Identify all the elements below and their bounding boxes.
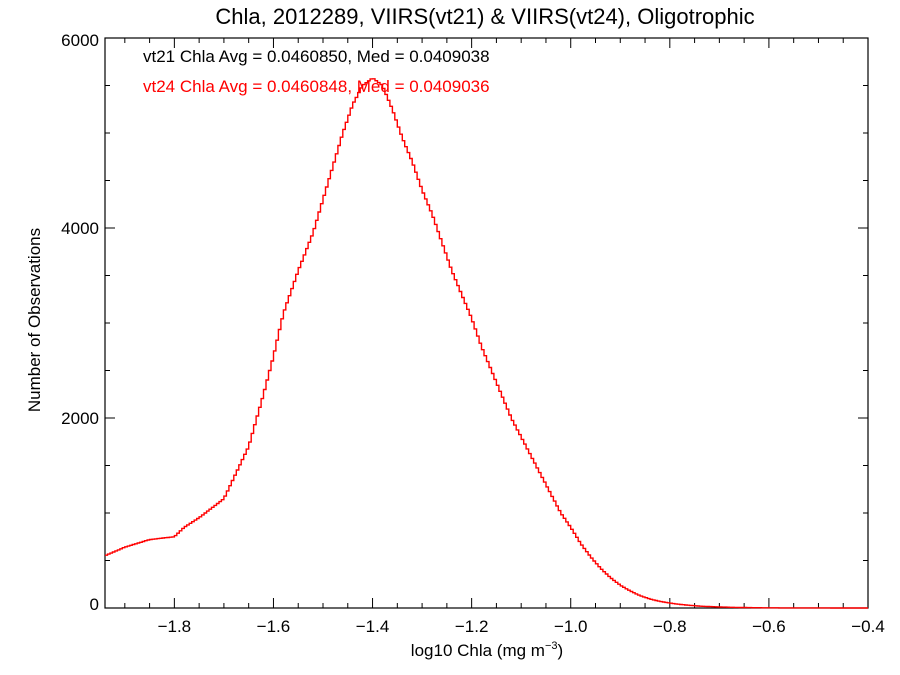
x-tick-label: −1.2 [455, 617, 489, 636]
y-tick-label: 4000 [61, 219, 99, 238]
x-tick-label: −0.8 [653, 617, 687, 636]
y-axis-label: Number of Observations [25, 228, 44, 412]
y-tick-label: 2000 [61, 409, 99, 428]
x-tick-label: −0.4 [851, 617, 885, 636]
annotation-vt24: vt24 Chla Avg = 0.0460848, Med = 0.04090… [143, 77, 490, 96]
y-tick-label: 0 [90, 595, 99, 614]
x-tick-label: −1.4 [356, 617, 390, 636]
axis-ticks [105, 37, 869, 609]
axis-tick-labels: −1.8 −1.6 −1.4 −1.2 −1.0 −0.8 −0.6 −0.4 0 2000 400… [61, 31, 885, 636]
x-tick-label: −1.6 [257, 617, 291, 636]
annotation-vt21: vt21 Chla Avg = 0.0460850, Med = 0.04090… [143, 47, 490, 66]
x-tick-label: −1.0 [554, 617, 588, 636]
x-axis-label: log10 Chla (mg m−3) [411, 640, 563, 660]
x-tick-label: −1.8 [158, 617, 192, 636]
plot-area-frame [104, 37, 869, 609]
y-tick-label: 6000 [61, 31, 99, 50]
series-line [105, 78, 868, 609]
x-tick-label: −0.6 [752, 617, 786, 636]
chart-title: Chla, 2012289, VIIRS(vt21) & VIIRS(vt24)… [215, 4, 754, 29]
